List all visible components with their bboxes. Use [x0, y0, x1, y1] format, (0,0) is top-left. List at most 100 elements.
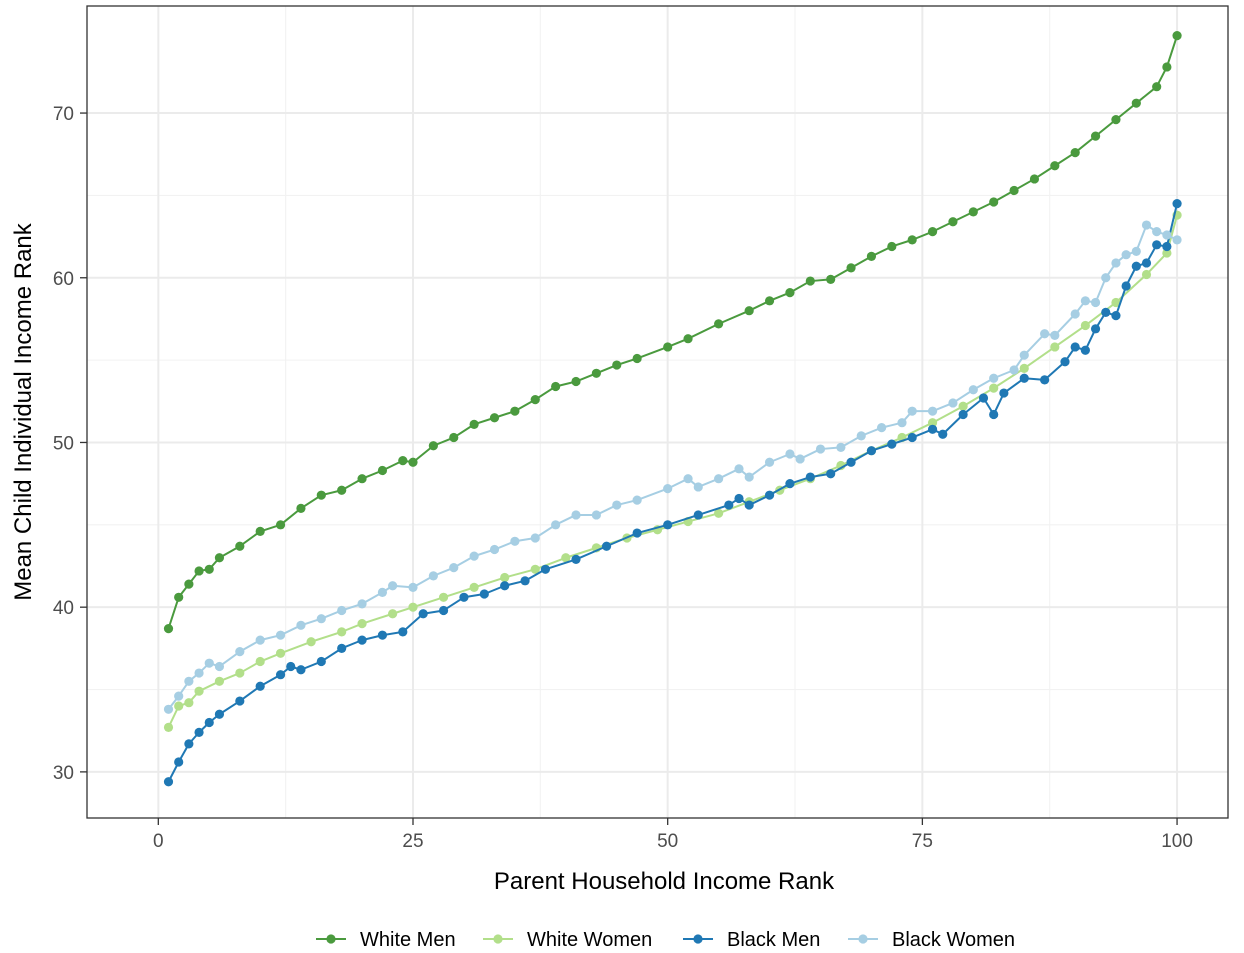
data-point: [1111, 115, 1121, 125]
data-point: [377, 465, 388, 476]
data-point: [1040, 329, 1050, 339]
data-point: [174, 691, 184, 701]
data-point: [571, 554, 581, 565]
data-point: [1070, 342, 1080, 352]
y-tick-label: 70: [53, 104, 74, 125]
data-point: [1029, 174, 1040, 184]
data-point: [989, 409, 999, 420]
data-point: [958, 401, 968, 411]
data-point: [1121, 281, 1131, 291]
legend-item: Black Women: [848, 929, 1015, 951]
data-point: [927, 227, 938, 237]
data-point: [724, 500, 734, 510]
data-point: [184, 739, 194, 749]
data-point: [591, 368, 601, 378]
legend-item: White Women: [483, 929, 652, 951]
data-point: [1121, 250, 1131, 260]
data-point: [1050, 330, 1060, 341]
data-point: [1131, 98, 1141, 108]
legend-key-point: [858, 934, 868, 944]
data-point: [1080, 320, 1090, 331]
data-point: [632, 353, 642, 364]
data-point: [418, 609, 428, 619]
y-tick-label: 50: [53, 433, 74, 454]
data-point: [805, 472, 815, 482]
series-group: [163, 31, 1182, 634]
data-point: [316, 656, 326, 667]
data-point: [1050, 342, 1060, 352]
data-point: [907, 432, 917, 443]
data-point: [1162, 62, 1172, 72]
data-point: [1080, 296, 1090, 306]
data-point: [408, 602, 418, 612]
data-point: [938, 429, 948, 439]
data-point: [927, 418, 938, 428]
data-point: [1090, 297, 1101, 308]
series-group: [163, 199, 1182, 787]
data-point: [163, 777, 174, 787]
data-point: [785, 479, 795, 489]
data-point: [235, 647, 245, 657]
data-point: [601, 541, 612, 551]
data-point: [714, 508, 724, 518]
data-point: [174, 701, 184, 711]
data-point: [1070, 309, 1080, 319]
legend-key-point: [493, 934, 503, 944]
x-tick-label: 100: [1161, 831, 1193, 852]
legend-key-point: [693, 934, 703, 944]
data-point: [530, 533, 540, 543]
data-point: [174, 757, 184, 767]
data-point: [734, 464, 744, 474]
data-point: [1131, 246, 1141, 257]
data-point: [357, 635, 367, 645]
data-point: [337, 485, 347, 495]
data-point: [846, 457, 856, 467]
x-tick-label: 25: [402, 831, 423, 852]
data-point: [632, 528, 642, 538]
data-point: [337, 627, 347, 637]
data-point: [989, 373, 999, 383]
data-point: [1019, 350, 1029, 360]
data-point: [1162, 241, 1172, 252]
data-point: [316, 614, 326, 624]
data-point: [999, 388, 1009, 398]
data-point: [398, 627, 408, 637]
data-point: [357, 619, 367, 629]
data-point: [764, 296, 775, 306]
data-point: [500, 572, 510, 583]
data-point: [286, 661, 296, 672]
data-point: [1111, 258, 1121, 268]
data-point: [1101, 273, 1111, 283]
data-point: [275, 670, 286, 680]
data-point: [204, 717, 214, 728]
data-point: [714, 474, 724, 484]
data-point: [1060, 357, 1070, 367]
data-point: [174, 592, 184, 602]
x-axis: 0 25 50 75 100: [153, 818, 1193, 852]
data-point: [184, 579, 194, 589]
data-point: [235, 668, 245, 678]
data-point: [785, 449, 795, 459]
data-point: [887, 241, 897, 252]
data-point: [469, 419, 479, 429]
data-point: [1152, 227, 1162, 237]
data-point: [744, 472, 754, 482]
data-point: [866, 446, 877, 456]
data-point: [948, 398, 958, 408]
data-point: [663, 483, 673, 494]
data-point: [856, 431, 866, 441]
data-point: [469, 551, 479, 561]
data-point: [1172, 31, 1182, 41]
data-point: [163, 704, 174, 714]
data-point: [194, 727, 204, 737]
data-point: [877, 423, 887, 433]
data-point: [1111, 311, 1121, 321]
data-point: [1090, 131, 1101, 141]
data-point: [1141, 258, 1152, 268]
data-point: [204, 564, 214, 574]
data-point: [194, 686, 204, 696]
data-point: [1019, 373, 1029, 383]
series-group: [163, 220, 1182, 714]
data-point: [530, 564, 540, 574]
data-point: [489, 413, 500, 423]
